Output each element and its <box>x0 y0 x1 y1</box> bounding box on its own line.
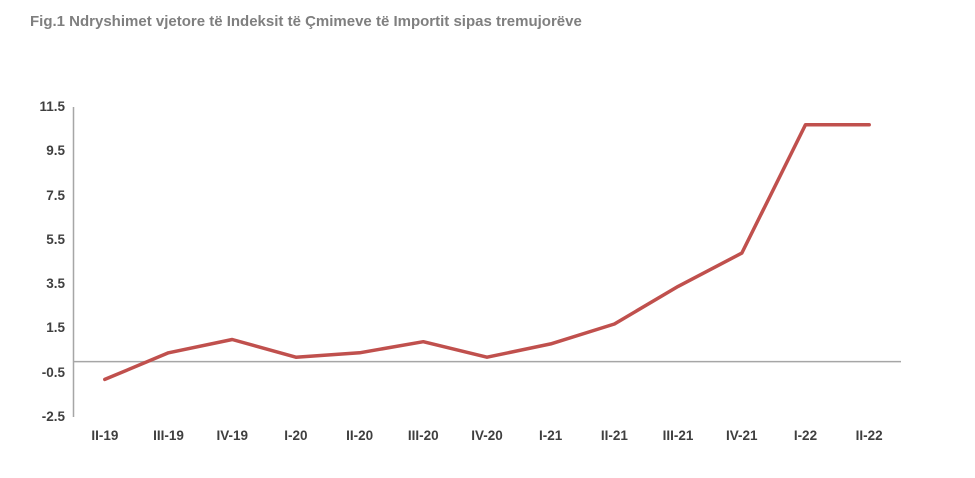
y-tick-label: 1.5 <box>46 320 65 336</box>
y-tick-label: 5.5 <box>46 231 65 247</box>
x-tick-label: III-19 <box>153 428 184 443</box>
y-tick-label: 7.5 <box>46 187 65 203</box>
x-tick-label: III-20 <box>407 428 439 443</box>
series-line <box>103 122 871 382</box>
x-tick-label: II-19 <box>91 428 119 443</box>
y-tick-label: -2.5 <box>41 409 65 424</box>
x-tick-label: IV-21 <box>726 428 758 443</box>
x-tick-label: II-22 <box>855 428 883 443</box>
x-tick-label: I-22 <box>793 428 818 443</box>
import-price-index-chart <box>72 107 901 417</box>
chart-svg <box>72 107 901 417</box>
x-tick-label: I-21 <box>539 428 563 443</box>
y-tick-label: 9.5 <box>46 143 65 159</box>
y-tick-label: 3.5 <box>46 276 65 292</box>
x-tick-label: IV-20 <box>471 428 503 443</box>
x-tick-label: I-20 <box>284 428 308 443</box>
x-tick-label: III-21 <box>662 428 694 443</box>
figure-title: Fig.1 Ndryshimet vjetore të Indeksit të … <box>30 13 582 30</box>
x-tick-label: IV-19 <box>216 428 248 443</box>
x-tick-label: II-21 <box>600 428 628 443</box>
y-tick-label: 11.5 <box>39 99 65 114</box>
y-tick-label: -0.5 <box>41 364 65 380</box>
x-tick-label: II-20 <box>346 428 374 443</box>
